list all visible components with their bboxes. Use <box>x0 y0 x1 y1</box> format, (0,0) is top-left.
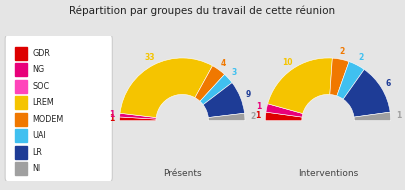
Text: NG: NG <box>32 65 45 74</box>
Text: 6: 6 <box>386 79 391 88</box>
Text: MODEM: MODEM <box>32 115 64 124</box>
Bar <box>15 129 27 142</box>
Wedge shape <box>265 112 302 121</box>
Text: GDR: GDR <box>32 49 50 58</box>
Bar <box>15 146 27 159</box>
Wedge shape <box>119 113 156 119</box>
Text: 33: 33 <box>145 53 155 62</box>
Bar <box>15 80 27 93</box>
Text: Répartition par groupes du travail de cette réunion: Répartition par groupes du travail de ce… <box>69 6 336 16</box>
Bar <box>15 63 27 76</box>
Wedge shape <box>208 113 245 121</box>
Text: 1: 1 <box>109 114 114 123</box>
Wedge shape <box>119 117 156 121</box>
Text: 10: 10 <box>282 58 292 67</box>
Text: 2: 2 <box>358 53 363 62</box>
Text: 9: 9 <box>245 90 250 99</box>
Wedge shape <box>343 70 390 117</box>
Text: 4: 4 <box>221 59 226 68</box>
Bar <box>15 97 27 109</box>
Wedge shape <box>330 58 349 96</box>
Text: NI: NI <box>32 165 40 173</box>
Wedge shape <box>200 74 232 105</box>
Wedge shape <box>354 112 391 121</box>
Text: 1: 1 <box>396 111 401 120</box>
Wedge shape <box>203 83 245 118</box>
Wedge shape <box>195 66 224 101</box>
Wedge shape <box>337 62 364 99</box>
Text: 1: 1 <box>109 110 115 119</box>
Wedge shape <box>120 58 213 118</box>
Text: LREM: LREM <box>32 98 54 107</box>
Text: Interventions: Interventions <box>298 169 358 178</box>
Text: 2: 2 <box>340 47 345 56</box>
Text: 1: 1 <box>256 102 262 111</box>
Wedge shape <box>266 104 303 117</box>
Text: 3: 3 <box>232 68 237 78</box>
Wedge shape <box>268 58 333 114</box>
Text: UAI: UAI <box>32 131 46 140</box>
Bar <box>15 162 27 175</box>
Bar <box>15 47 27 60</box>
Text: LR: LR <box>32 148 43 157</box>
Text: Présents: Présents <box>163 169 202 178</box>
FancyBboxPatch shape <box>5 35 112 182</box>
Text: SOC: SOC <box>32 82 49 91</box>
Text: 2: 2 <box>250 112 256 121</box>
Bar <box>15 113 27 126</box>
Text: 1: 1 <box>255 111 260 120</box>
